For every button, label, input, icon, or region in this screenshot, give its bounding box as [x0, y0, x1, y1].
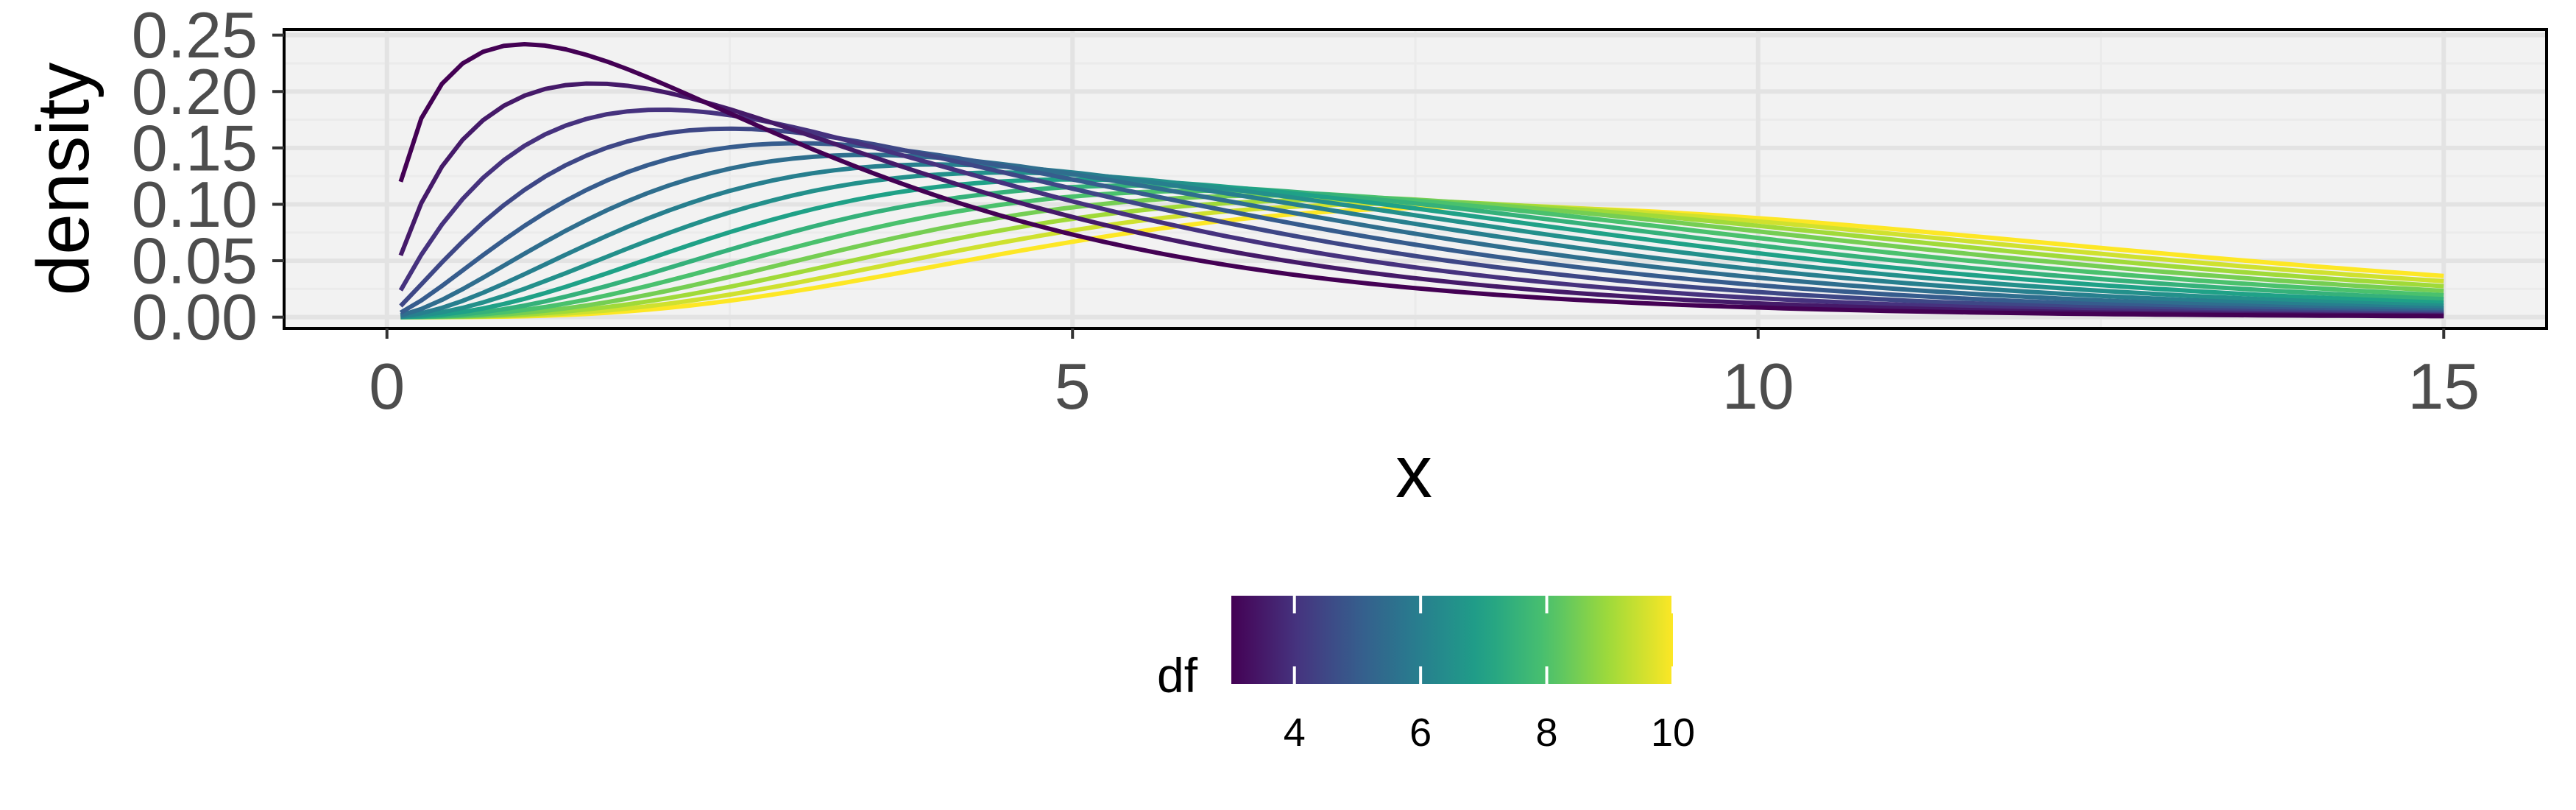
x-tick-label: 15	[2407, 350, 2480, 423]
colorbar-tick-label: 4	[1284, 711, 1306, 755]
y-tick-label: 0.15	[132, 111, 258, 184]
density-curve-df-6	[400, 162, 2444, 319]
plot-border	[283, 28, 2548, 330]
colorbar	[1231, 596, 1673, 684]
colorbar-legend: df 4 6 8 10	[1157, 596, 1695, 755]
density-curve-df-3	[398, 42, 2444, 319]
x-axis-title: x	[1395, 431, 1432, 513]
colorbar-tick-label: 8	[1536, 711, 1558, 755]
colorbar-ticks: 4 6 8 10	[1284, 596, 1695, 755]
y-axis-ticks: 0.000.050.100.150.200.25	[132, 0, 284, 353]
density-curve-df-5.5	[400, 152, 2444, 318]
density-curve-df-8	[400, 189, 2444, 320]
density-curve-df-7	[400, 177, 2444, 320]
y-axis-title: density	[22, 63, 105, 296]
y-tick-label: 0.20	[132, 55, 258, 128]
y-tick-label: 0.05	[132, 225, 258, 297]
density-curve-df-6.5	[400, 170, 2444, 320]
x-axis-ticks: 0 5 10 15	[369, 328, 2480, 423]
y-tick-label: 0.00	[132, 281, 258, 353]
y-tick-label: 0.25	[132, 0, 258, 71]
y-tick-label: 0.10	[132, 168, 258, 241]
density-curves	[398, 42, 2444, 320]
density-curve-df-7.5	[400, 183, 2444, 320]
colorbar-tick-label: 10	[1651, 711, 1695, 755]
density-curve-df-5	[399, 141, 2444, 315]
colorbar-tick-label: 6	[1409, 711, 1432, 755]
x-tick-label: 0	[369, 350, 405, 423]
density-curve-df-4.5	[399, 126, 2444, 316]
legend-title: df	[1157, 648, 1198, 702]
x-tick-label: 5	[1055, 350, 1091, 423]
x-tick-label: 10	[1722, 350, 1794, 423]
